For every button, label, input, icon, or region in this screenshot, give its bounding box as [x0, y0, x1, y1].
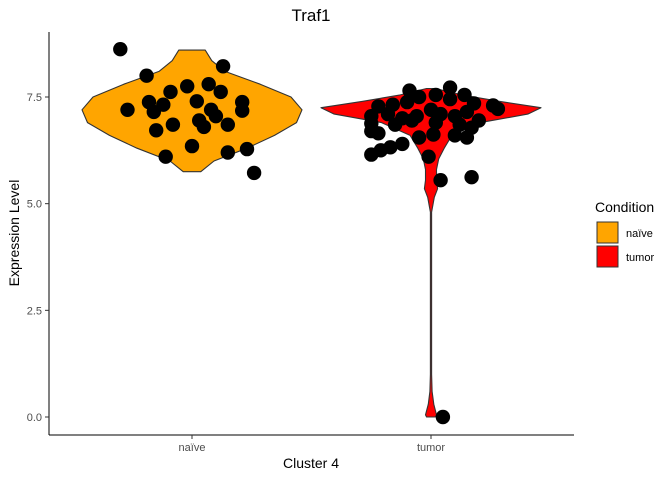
data-point: [201, 77, 216, 92]
data-point: [235, 103, 250, 118]
data-point: [213, 84, 228, 100]
data-point: [371, 126, 386, 141]
data-point: [215, 59, 231, 74]
data-point: [464, 170, 479, 185]
plot-area: [81, 42, 542, 425]
data-point: [149, 123, 164, 138]
data-point: [452, 117, 467, 132]
legend-label: naïve: [626, 228, 653, 240]
y-tick-label: 2.5: [27, 305, 42, 317]
data-point: [180, 79, 195, 94]
legend-label: tumor: [626, 252, 654, 264]
data-point: [395, 136, 410, 152]
data-point: [421, 149, 436, 164]
legend-title: Condition: [595, 199, 654, 215]
data-point: [457, 87, 472, 103]
data-point: [165, 117, 181, 132]
data-point: [402, 83, 417, 98]
data-point: [113, 42, 128, 57]
data-point: [246, 165, 262, 181]
data-point: [435, 409, 451, 425]
y-axis-label: Expression Level: [6, 180, 22, 287]
data-point: [426, 127, 441, 142]
x-axis-ticks: naïve tumor: [179, 435, 445, 454]
data-point: [404, 113, 420, 128]
data-point: [120, 102, 135, 118]
data-point: [428, 115, 443, 130]
data-point: [184, 138, 200, 154]
data-point: [442, 91, 458, 107]
data-point: [146, 104, 161, 120]
data-point: [220, 145, 235, 160]
data-point: [459, 104, 475, 120]
violin-naive: [81, 49, 303, 173]
data-point: [208, 109, 224, 124]
data-point: [158, 149, 173, 164]
chart-title: Traf1: [291, 6, 330, 25]
data-point: [459, 130, 475, 145]
data-point: [163, 84, 178, 100]
data-point: [189, 94, 204, 109]
x-tick-label: tumor: [417, 442, 445, 454]
legend-key-naive: [596, 221, 619, 244]
violin-tumor: [320, 87, 542, 418]
x-tick-label: naïve: [179, 442, 206, 454]
data-point: [139, 68, 154, 83]
data-point: [196, 119, 212, 135]
legend-key-tumor: [596, 245, 619, 268]
data-point: [399, 94, 415, 110]
data-point: [364, 147, 379, 162]
data-point: [220, 117, 235, 132]
x-axis-label: Cluster 4: [283, 455, 339, 471]
data-point: [411, 130, 427, 145]
data-point: [387, 117, 403, 132]
data-point: [239, 141, 255, 157]
y-tick-label: 5.0: [27, 199, 42, 211]
y-axis-ticks: 0.0 2.5 5.0 7.5: [27, 92, 49, 424]
data-point: [428, 87, 443, 103]
data-point: [380, 106, 396, 122]
data-point: [433, 173, 448, 188]
data-point: [490, 101, 506, 117]
y-tick-label: 0.0: [27, 412, 42, 424]
data-point: [447, 128, 463, 143]
legend: Condition naïve tumor: [595, 199, 654, 268]
y-tick-label: 7.5: [27, 92, 42, 104]
data-point: [442, 80, 458, 95]
